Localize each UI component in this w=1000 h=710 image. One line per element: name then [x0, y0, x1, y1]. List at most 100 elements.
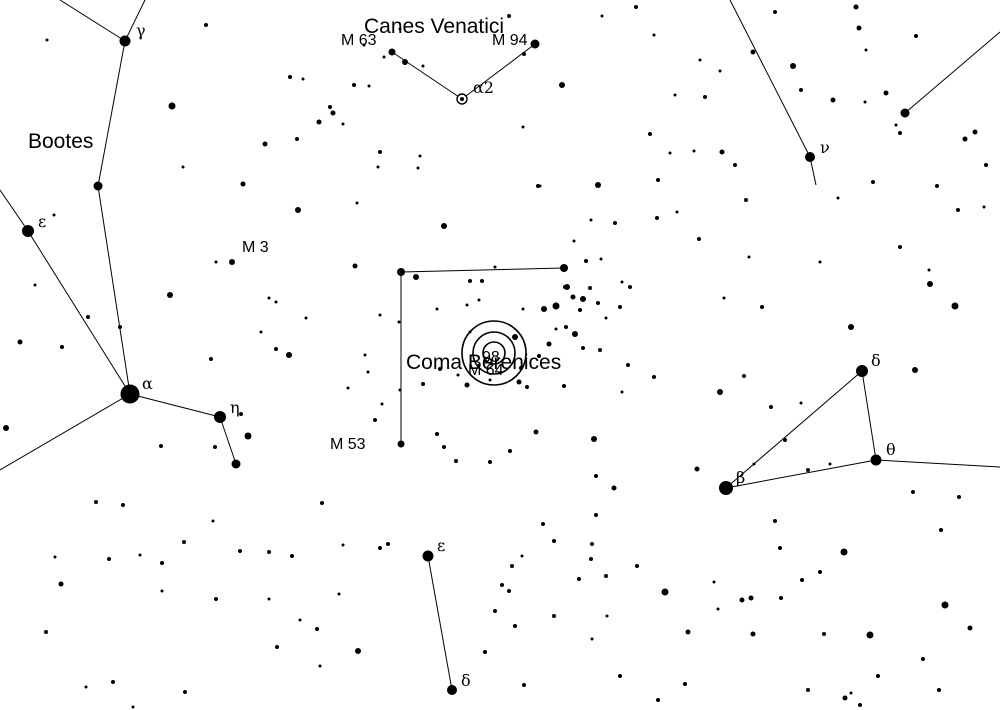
field-star [613, 221, 617, 225]
field-star [956, 208, 960, 212]
field-star [488, 378, 492, 382]
field-star [330, 110, 336, 116]
star-gamma-bootes [119, 35, 131, 47]
field-star [267, 296, 271, 300]
field-star [697, 237, 701, 241]
field-star [546, 341, 552, 347]
field-star [521, 307, 525, 311]
field-star [876, 674, 880, 678]
field-star [773, 519, 777, 523]
field-star [790, 63, 796, 69]
label-epsilon-bootes: ε [38, 212, 46, 231]
field-star [320, 501, 324, 505]
field-star [578, 308, 582, 312]
field-star [286, 352, 292, 358]
field-star [111, 680, 115, 684]
field-star [818, 260, 822, 264]
field-star [818, 570, 822, 574]
field-star [53, 555, 57, 559]
line-leo-4 [875, 459, 1000, 468]
field-star [656, 698, 660, 702]
field-star [168, 102, 176, 110]
field-star [840, 548, 848, 556]
field-star [521, 125, 525, 129]
field-star [274, 300, 278, 304]
field-star [836, 196, 840, 200]
background-stars [3, 4, 988, 709]
field-star [590, 542, 594, 546]
line-bootes-4 [97, 185, 131, 395]
field-star [541, 522, 545, 526]
field-star [572, 239, 576, 243]
field-star [441, 223, 447, 229]
field-star [698, 58, 702, 62]
field-star [167, 292, 173, 298]
label-nu-uma: ν [820, 138, 830, 157]
field-star [927, 281, 933, 287]
field-star [598, 348, 602, 352]
line-bootes-2 [124, 0, 146, 42]
bullseye-target-icon [461, 320, 527, 386]
star-delta-virgo [447, 685, 457, 695]
field-star [262, 141, 268, 147]
field-star [673, 93, 677, 97]
field-star [341, 122, 345, 126]
field-star [402, 59, 408, 65]
field-star [45, 38, 49, 42]
field-star [898, 131, 902, 135]
field-star [806, 688, 810, 692]
label-delta-virgo: δ [461, 671, 471, 690]
field-star [982, 205, 986, 209]
field-star [295, 137, 299, 141]
line-bootes-6 [27, 230, 131, 395]
field-star [525, 385, 529, 389]
field-star [468, 279, 472, 283]
star-bootes-mid [93, 181, 103, 191]
field-star [378, 546, 382, 550]
field-star [33, 283, 37, 287]
field-star [856, 25, 862, 31]
field-star [589, 557, 593, 561]
field-star [209, 357, 213, 361]
field-star [570, 294, 576, 300]
field-star [538, 184, 542, 188]
field-star [421, 64, 425, 68]
label-canes-venatici: Canes Venatici [364, 15, 504, 38]
field-star [464, 382, 470, 388]
field-star [760, 305, 764, 309]
field-star [465, 303, 469, 307]
field-star [301, 77, 305, 81]
label-epsilon-virgo: ε [437, 536, 445, 555]
field-star [298, 618, 302, 622]
field-star [378, 313, 382, 317]
field-star [962, 136, 968, 142]
line-leo-2 [861, 370, 877, 461]
field-star [750, 631, 756, 637]
field-star [951, 302, 959, 310]
field-star [604, 316, 608, 320]
field-star [58, 581, 64, 587]
field-star [60, 345, 64, 349]
field-star [507, 589, 511, 593]
field-star [668, 151, 672, 155]
star-delta-leo [856, 365, 868, 377]
field-star [656, 178, 660, 182]
field-star [267, 597, 271, 601]
label-delta-leo: δ [871, 351, 881, 370]
field-star [346, 386, 350, 390]
star-alpha-bootes [120, 384, 140, 404]
field-star [522, 52, 526, 56]
field-star [3, 425, 9, 431]
field-star [211, 519, 215, 523]
field-star [435, 432, 439, 436]
star-bootes-lower [231, 459, 241, 469]
field-star [181, 165, 185, 169]
field-star [752, 462, 756, 466]
field-star [692, 149, 696, 153]
field-star [620, 280, 624, 284]
star-uma-east [900, 108, 910, 118]
field-star [750, 49, 756, 55]
field-star [398, 27, 402, 31]
field-star [259, 330, 263, 334]
field-star [355, 648, 361, 654]
